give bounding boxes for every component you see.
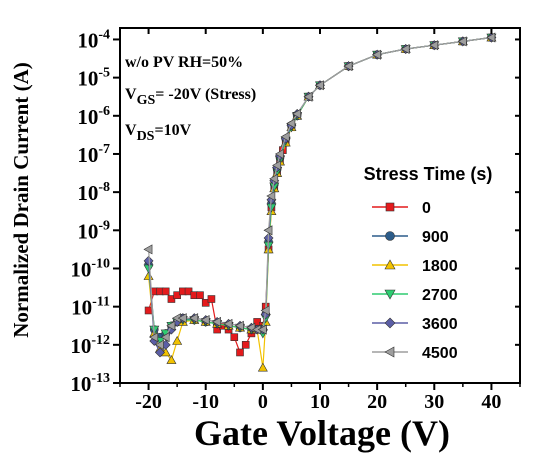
data-point	[160, 332, 170, 343]
y-axis-title: Normalized Drain Current (A)	[9, 62, 33, 337]
data-point	[200, 315, 210, 326]
data-point	[303, 91, 313, 102]
legend-marker	[384, 317, 396, 329]
legend-label: 1800	[422, 258, 458, 275]
data-point	[257, 324, 267, 335]
y-tick-label: 10-7	[77, 142, 110, 167]
legend-label: 2700	[422, 287, 458, 304]
legend-item-3600: 3600	[372, 316, 458, 333]
data-point	[212, 316, 221, 327]
data-point	[263, 225, 273, 236]
data-point	[292, 108, 301, 119]
data-point	[143, 244, 153, 255]
annotation-vds-main: V	[125, 122, 137, 139]
data-point	[234, 320, 244, 331]
data-point	[155, 347, 165, 358]
data-point	[167, 295, 176, 303]
data-point	[223, 318, 233, 329]
annotation-vgs-sub: GS	[137, 93, 156, 108]
annotation-vds: VDS=10V	[125, 122, 192, 144]
data-point	[149, 332, 159, 343]
legend-item-0: 0	[372, 200, 431, 217]
x-tick-label: 40	[481, 391, 501, 413]
y-tick-label: 10-12	[70, 333, 110, 358]
data-point	[177, 313, 187, 324]
data-point	[429, 40, 439, 51]
data-point	[173, 291, 181, 300]
x-tick-label: 30	[424, 391, 444, 413]
data-point	[172, 335, 183, 345]
data-point	[166, 354, 177, 364]
x-tick-label: 0	[258, 391, 268, 413]
x-tick-label: 20	[367, 391, 387, 413]
annotation-vds-rest: =10V	[154, 122, 191, 139]
annotation-vgs-main: V	[125, 86, 137, 103]
data-point	[400, 43, 410, 55]
legend-marker	[385, 231, 395, 241]
legend-item-900: 900	[372, 229, 449, 246]
data-point	[154, 339, 164, 350]
data-point	[189, 313, 199, 324]
x-axis-title: Gate Voltage (V)	[194, 413, 450, 453]
legend-label: 0	[422, 200, 431, 217]
legend-marker	[385, 202, 395, 212]
data-point	[280, 131, 290, 142]
data-point	[166, 320, 176, 331]
data-point	[230, 333, 239, 341]
data-point	[372, 49, 381, 60]
data-point	[196, 291, 204, 300]
y-tick-label: 10-10	[70, 256, 110, 281]
data-point	[207, 295, 216, 303]
data-point	[161, 287, 170, 296]
data-point	[272, 160, 281, 171]
legend: 0 900 1800 2700 3600 4500	[372, 200, 458, 362]
data-point	[486, 32, 496, 43]
y-tick-label: 10-5	[77, 66, 110, 91]
data-point	[343, 61, 353, 72]
annotation-condition: w/o PV RH=50%	[125, 54, 243, 71]
legend-marker	[384, 289, 396, 300]
data-point	[257, 362, 268, 372]
y-tick-label: 10-11	[71, 295, 110, 320]
plot-area	[143, 32, 497, 372]
data-point	[260, 305, 270, 316]
x-tick-label: -10	[192, 391, 219, 413]
annotation-vgs: VGS= -20V (Stress)	[125, 86, 256, 108]
data-point	[269, 173, 279, 184]
legend-label: 900	[422, 229, 449, 246]
data-point	[266, 190, 276, 201]
data-point	[241, 341, 250, 349]
data-point	[236, 348, 244, 357]
y-tick-label: 10-4	[77, 27, 110, 52]
data-point	[286, 118, 296, 129]
series-4500	[143, 32, 496, 350]
data-point	[144, 306, 153, 315]
data-point	[457, 36, 467, 47]
y-tick-label: 10-8	[77, 180, 110, 205]
legend-label: 3600	[422, 316, 458, 333]
legend-marker	[384, 346, 395, 358]
x-tick-label: 10	[310, 391, 330, 413]
axes: -20 -10 0 10 20 30 40 10-13 10-12 10-11 10-10 10-9 1…	[70, 27, 521, 413]
legend-item-2700: 2700	[372, 287, 458, 304]
legend-item-4500: 4500	[372, 345, 458, 362]
legend-label: 4500	[422, 345, 458, 362]
legend-item-1800: 1800	[372, 258, 458, 275]
data-point	[314, 80, 324, 91]
data-point	[143, 255, 154, 266]
legend-marker	[384, 259, 396, 270]
legend-title: Stress Time (s)	[364, 164, 493, 184]
data-point	[274, 148, 284, 159]
y-tick-label: 10-9	[77, 218, 110, 243]
y-tick-label: 10-13	[70, 371, 110, 396]
annotation-vds-sub: DS	[137, 129, 155, 144]
data-point	[184, 287, 193, 296]
y-tick-label: 10-6	[77, 104, 110, 129]
annotation-vgs-rest: = -20V (Stress)	[155, 86, 256, 103]
x-tick-label: -20	[135, 391, 162, 413]
data-point	[201, 299, 210, 307]
